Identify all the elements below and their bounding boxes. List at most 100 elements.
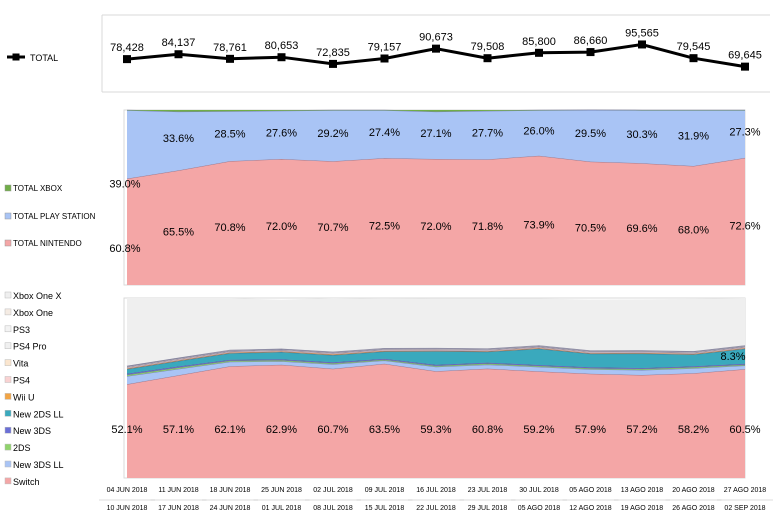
nintendo-label-8: 73.9% xyxy=(523,219,554,231)
total-data-label-10: 95,565 xyxy=(625,27,659,39)
legend-model-label-5: PS4 xyxy=(13,376,30,386)
nintendo-label-12: 72.6% xyxy=(729,220,760,232)
model-area-4 xyxy=(127,348,745,374)
total-data-label-3: 80,653 xyxy=(265,40,299,52)
x-tick-end-1: 17 JUN 2018 xyxy=(158,505,199,512)
x-tick-end-4: 08 JUL 2018 xyxy=(313,505,353,512)
nintendo-label-3: 72.0% xyxy=(266,221,297,233)
x-tick-start-0: 04 JUN 2018 xyxy=(107,487,148,494)
playstation-label-3: 27.6% xyxy=(266,127,297,139)
nintendo-label-2: 70.8% xyxy=(214,222,245,234)
switch-label-1: 57.1% xyxy=(163,424,194,436)
nintendo-label-4: 70.7% xyxy=(317,222,348,234)
legend-model-swatch-9 xyxy=(4,443,12,451)
brand-area-1 xyxy=(127,110,745,179)
x-tick-start-10: 13 AGO 2018 xyxy=(621,487,664,494)
total-point-4 xyxy=(329,59,337,68)
x-tick-start-2: 18 JUN 2018 xyxy=(210,487,251,494)
total-data-label-1: 84,137 xyxy=(162,37,196,49)
total-data-label-8: 85,800 xyxy=(522,36,556,48)
playstation-label-0: 39.0% xyxy=(109,178,140,190)
legend-model-swatch-4 xyxy=(4,359,12,366)
legend-total-label: TOTAL xyxy=(30,53,58,63)
legend-model-label-11: Switch xyxy=(13,477,40,487)
legend-brand-label-2: TOTAL NINTENDO xyxy=(13,239,82,248)
total-data-label-11: 79,545 xyxy=(677,41,711,53)
x-tick-start-3: 25 JUN 2018 xyxy=(261,487,302,494)
legend-model-label-2: PS3 xyxy=(13,325,30,335)
total-point-10 xyxy=(638,40,646,49)
brand-area-0 xyxy=(127,155,745,285)
new2dsll-label-last: 8.3% xyxy=(720,351,745,363)
switch-label-4: 60.7% xyxy=(317,424,348,436)
x-tick-end-10: 19 AGO 2018 xyxy=(621,505,664,512)
total-data-label-5: 79,157 xyxy=(368,41,402,53)
legend-model-label-6: Wii U xyxy=(13,392,35,402)
switch-label-0: 52.1% xyxy=(111,424,142,436)
switch-label-7: 60.8% xyxy=(472,424,503,436)
x-tick-end-9: 12 AGO 2018 xyxy=(569,505,612,512)
x-tick-start-12: 27 AGO 2018 xyxy=(724,487,767,494)
switch-label-6: 59.3% xyxy=(420,424,451,436)
total-data-label-9: 86,660 xyxy=(574,35,608,47)
x-tick-start-5: 09 JUL 2018 xyxy=(365,487,405,494)
legend-brand-swatch-2 xyxy=(4,239,12,247)
model-area-1 xyxy=(127,360,745,385)
x-tick-end-3: 01 JUL 2018 xyxy=(262,505,302,512)
legend-brand-label-1: TOTAL PLAY STATION xyxy=(13,212,96,221)
legend-model-swatch-3 xyxy=(4,342,12,349)
nintendo-label-11: 68.0% xyxy=(678,225,709,237)
legend-model-label-1: Xbox One xyxy=(13,308,53,318)
nintendo-label-10: 69.6% xyxy=(626,223,657,235)
switch-label-11: 58.2% xyxy=(678,424,709,436)
legend-model-label-10: New 3DS LL xyxy=(13,460,64,470)
x-tick-start-1: 11 JUN 2018 xyxy=(158,487,198,494)
legend-model-label-3: PS4 Pro xyxy=(13,342,47,352)
total-point-7 xyxy=(483,54,492,63)
legend-model-swatch-5 xyxy=(4,376,12,383)
legend-model-label-8: New 3DS xyxy=(13,426,51,436)
switch-label-8: 59.2% xyxy=(523,424,554,436)
total-point-6 xyxy=(432,44,440,53)
nintendo-label-0: 60.8% xyxy=(109,243,140,255)
playstation-label-6: 27.1% xyxy=(420,128,451,140)
switch-label-2: 62.1% xyxy=(214,424,245,436)
total-point-11 xyxy=(689,54,698,63)
legend-model-swatch-8 xyxy=(4,426,12,434)
total-point-12 xyxy=(741,62,749,71)
switch-label-3: 62.9% xyxy=(266,424,297,436)
x-tick-end-2: 24 JUN 2018 xyxy=(210,505,251,512)
playstation-label-4: 29.2% xyxy=(317,128,348,140)
legend-model-swatch-0 xyxy=(4,291,12,299)
total-point-0 xyxy=(123,55,131,64)
switch-label-9: 57.9% xyxy=(575,424,606,436)
legend-model-swatch-1 xyxy=(4,308,12,316)
x-tick-end-7: 29 JUL 2018 xyxy=(468,505,508,512)
total-point-1 xyxy=(174,50,183,59)
total-point-3 xyxy=(277,53,286,62)
x-tick-start-7: 23 JUL 2018 xyxy=(468,487,508,494)
total-data-label-4: 72,835 xyxy=(316,47,350,59)
playstation-label-7: 27.7% xyxy=(472,128,503,140)
playstation-label-9: 29.5% xyxy=(575,128,606,140)
brand-area-2 xyxy=(127,110,745,112)
nintendo-label-6: 72.0% xyxy=(420,221,451,233)
legend-total-marker xyxy=(12,53,20,61)
x-tick-start-8: 30 JUL 2018 xyxy=(519,487,559,494)
switch-label-10: 57.2% xyxy=(626,424,657,436)
model-area-0 xyxy=(127,363,745,478)
x-tick-start-9: 05 AGO 2018 xyxy=(569,487,612,494)
total-data-label-12: 69,645 xyxy=(728,50,762,62)
total-data-label-2: 78,761 xyxy=(213,42,247,54)
playstation-label-2: 28.5% xyxy=(214,129,245,141)
legend-model-label-9: 2DS xyxy=(13,443,31,453)
nintendo-label-5: 72.5% xyxy=(369,221,400,233)
legend-brand-swatch-1 xyxy=(4,212,12,220)
total-point-5 xyxy=(380,54,389,63)
x-tick-end-5: 15 JUL 2018 xyxy=(365,505,405,512)
legend-model-label-7: New 2DS LL xyxy=(13,409,64,419)
playstation-label-10: 30.3% xyxy=(626,129,657,141)
x-tick-start-6: 16 JUL 2018 xyxy=(416,487,456,494)
x-tick-end-12: 02 SEP 2018 xyxy=(724,505,765,512)
